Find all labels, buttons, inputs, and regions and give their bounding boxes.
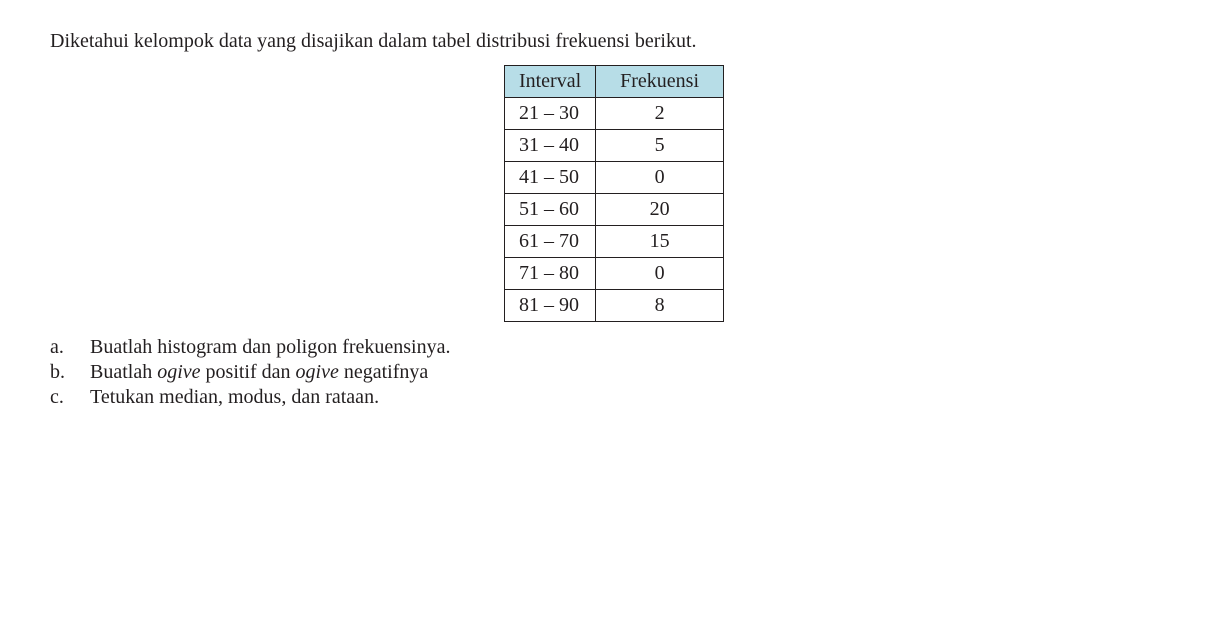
cell-freq: 20: [596, 194, 724, 226]
table-row: 31 – 40 5: [504, 130, 723, 162]
question-label: c.: [50, 386, 90, 409]
text-part: negatifnya: [344, 361, 428, 383]
question-text: Tetukan median, modus, dan rataan.: [90, 386, 379, 409]
cell-interval: 51 – 60: [504, 194, 595, 226]
table-row: 41 – 50 0: [504, 162, 723, 194]
cell-interval: 21 – 30: [504, 98, 595, 130]
italic-text: ogive: [157, 361, 205, 383]
question-text: Buatlah histogram dan poligon frekuensin…: [90, 336, 450, 359]
cell-freq: 15: [596, 226, 724, 258]
cell-freq: 8: [596, 290, 724, 322]
table-row: 21 – 30 2: [504, 98, 723, 130]
table-row: 81 – 90 8: [504, 290, 723, 322]
frequency-table: Interval Frekuensi 21 – 30 2 31 – 40 5 4…: [504, 65, 724, 322]
cell-interval: 31 – 40: [504, 130, 595, 162]
cell-interval: 71 – 80: [504, 258, 595, 290]
cell-freq: 5: [596, 130, 724, 162]
cell-interval: 81 – 90: [504, 290, 595, 322]
question-c: c. Tetukan median, modus, dan rataan.: [50, 386, 1178, 409]
header-frekuensi: Frekuensi: [596, 66, 724, 98]
table-row: 71 – 80 0: [504, 258, 723, 290]
cell-interval: 61 – 70: [504, 226, 595, 258]
cell-interval: 41 – 50: [504, 162, 595, 194]
cell-freq: 0: [596, 258, 724, 290]
italic-text: ogive: [296, 361, 344, 383]
question-text: Buatlah ogive positif dan ogive negatifn…: [90, 361, 428, 384]
question-list: a. Buatlah histogram dan poligon frekuen…: [50, 336, 1178, 409]
question-a: a. Buatlah histogram dan poligon frekuen…: [50, 336, 1178, 359]
text-part: Buatlah: [90, 361, 157, 383]
question-b: b. Buatlah ogive positif dan ogive negat…: [50, 361, 1178, 384]
text-part: positif dan: [206, 361, 296, 383]
table-row: 51 – 60 20: [504, 194, 723, 226]
intro-text: Diketahui kelompok data yang disajikan d…: [50, 30, 1178, 53]
table-wrapper: Interval Frekuensi 21 – 30 2 31 – 40 5 4…: [50, 65, 1178, 322]
question-label: a.: [50, 336, 90, 359]
table-row: 61 – 70 15: [504, 226, 723, 258]
cell-freq: 0: [596, 162, 724, 194]
header-interval: Interval: [504, 66, 595, 98]
question-label: b.: [50, 361, 90, 384]
cell-freq: 2: [596, 98, 724, 130]
